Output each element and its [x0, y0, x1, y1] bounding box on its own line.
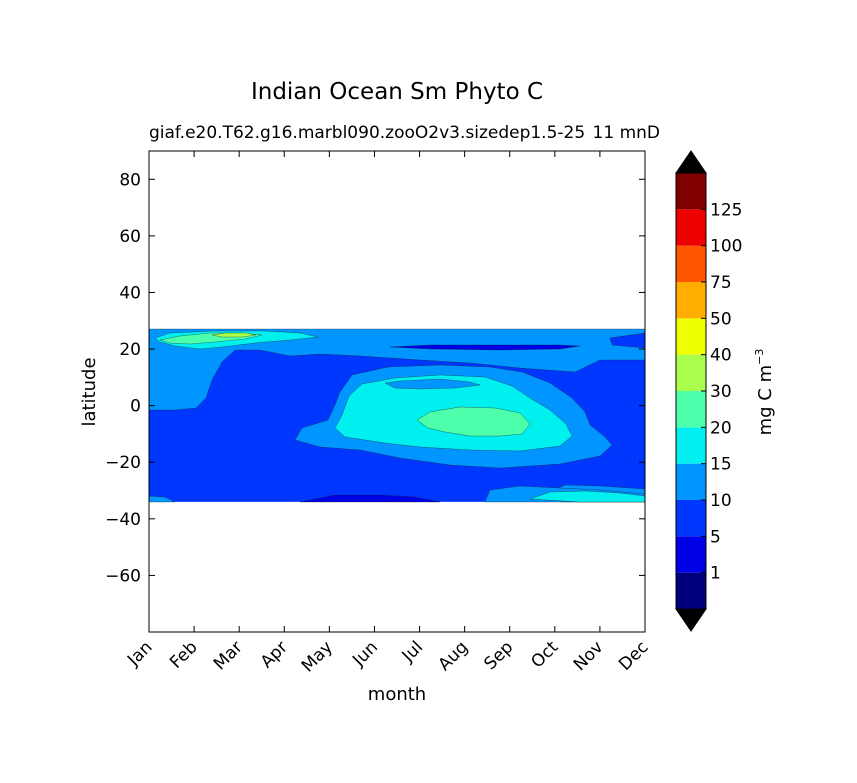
colorbar-label-text: mg C m [755, 365, 776, 436]
colorbar-swatch-40-50 [676, 318, 706, 355]
colorbar-tick-label-40: 40 [710, 346, 732, 366]
colorbar-swatch-50-75 [676, 282, 706, 319]
x-tick-label-may: May [298, 637, 337, 676]
contour-level-1-5-south [299, 494, 441, 503]
colorbar-tick-label-100: 100 [710, 237, 742, 257]
colorbar-tick-label-75: 75 [710, 273, 732, 293]
x-tick-label-jun: Jun [348, 637, 382, 671]
chart-subtitle-right: 11 mnD [593, 123, 660, 143]
x-axis-label: month [368, 684, 426, 705]
contour-level-30-40-north [211, 332, 257, 338]
colorbar-tick-label-15: 15 [710, 455, 732, 475]
y-tick-label: 20 [119, 340, 141, 360]
colorbar-swatch-10-15 [676, 463, 706, 500]
y-tick-label: 40 [119, 283, 141, 303]
y-tick-label: 60 [119, 227, 141, 247]
colorbar-tick-label-30: 30 [710, 382, 732, 402]
y-tick-label: 80 [119, 170, 141, 190]
x-tick-label-apr: Apr [257, 637, 292, 672]
y-tick-label: 0 [130, 397, 141, 417]
contour-level-10-15-southwest [149, 495, 176, 503]
colorbar-swatch-30-40 [676, 354, 706, 391]
colorbar-extend-under [675, 608, 707, 632]
colorbar-extend-over [675, 150, 707, 174]
colorbar-swatch-75-100 [676, 245, 706, 282]
colorbar-tick-label-125: 125 [710, 200, 742, 220]
y-axis: 80 60 40 20 0 −20 −40 −60 [105, 170, 645, 586]
y-tick-label: −60 [105, 566, 141, 586]
colorbar-tick-label-20: 20 [710, 418, 732, 438]
x-tick-label-jan: Jan [123, 637, 156, 670]
contour-field [149, 328, 645, 503]
colorbar-swatch-100-125 [676, 209, 706, 246]
x-tick-label-oct: Oct [527, 637, 562, 672]
colorbar-swatch-15-20 [676, 427, 706, 464]
colorbar-swatch-0-1 [676, 572, 706, 609]
colorbar-tick-label-5: 5 [710, 527, 721, 547]
x-tick-label-dec: Dec [615, 637, 652, 674]
contour-level-20-30-bloom [416, 406, 531, 437]
colorbar-tick-label-1: 1 [710, 564, 721, 584]
plot-frame [148, 150, 646, 633]
x-tick-label-feb: Feb [166, 637, 201, 672]
x-tick-label-mar: Mar [210, 637, 247, 674]
x-tick-label-nov: Nov [570, 637, 608, 675]
y-tick-label: −20 [105, 453, 141, 473]
chart-subtitle-left: giaf.e20.T62.g16.marbl090.zooO2v3.sizede… [149, 123, 585, 143]
colorbar-swatch-5-10 [676, 500, 706, 537]
colorbar-tick-label-50: 50 [710, 309, 732, 329]
x-tick-label-aug: Aug [435, 637, 473, 675]
contour-level-10-15-inset [384, 378, 481, 390]
colorbar-label-exponent: −3 [753, 349, 766, 365]
colorbar-tick-label-10: 10 [710, 491, 732, 511]
x-tick-label-jul: Jul [398, 637, 427, 666]
colorbar-swatch-125-150 [676, 173, 706, 210]
colorbar-swatch-1-5 [676, 536, 706, 573]
chart-title: Indian Ocean Sm Phyto C [251, 79, 543, 105]
y-tick-label: −40 [105, 510, 141, 530]
colorbar-label: mg C m−3 [753, 349, 776, 436]
y-axis-label: latitude [79, 357, 100, 426]
contour-level-1-5-streak [389, 344, 581, 351]
colorbar-swatch-20-30 [676, 391, 706, 428]
x-tick-label-sep: Sep [480, 637, 517, 674]
contour-level-15-20-south [529, 490, 645, 503]
plot-area: Jan Feb Mar Apr May Jun Jul Aug Sep Oct Nov Dec 80 6… [105, 150, 653, 676]
